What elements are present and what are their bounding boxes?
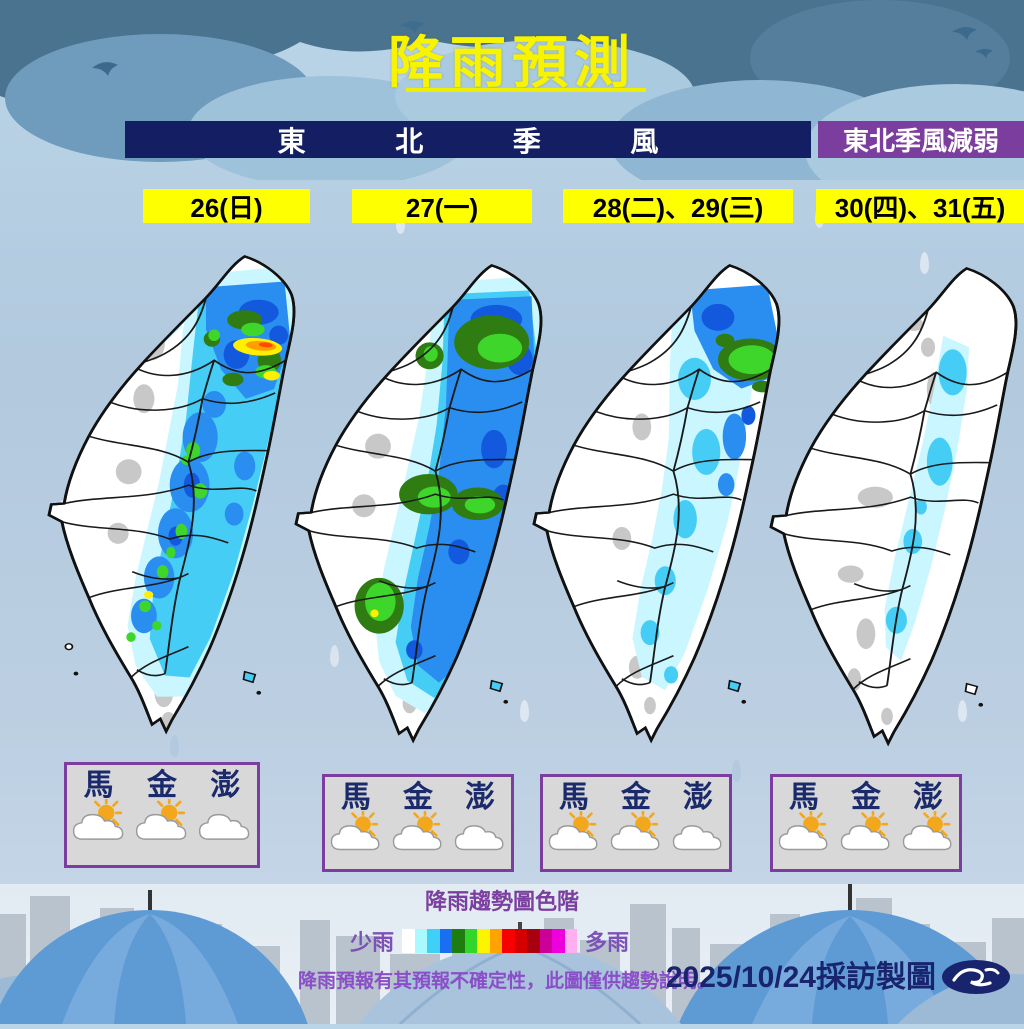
- island-label-matsu: 馬: [789, 781, 819, 814]
- banner-monsoon-weakening: 東北季風減弱: [818, 121, 1024, 158]
- wind-swoosh-icon: [92, 62, 118, 76]
- rainfall-map-day4: [769, 267, 1018, 745]
- cloudy-icon: [670, 811, 726, 853]
- cloudy-icon: [452, 811, 508, 853]
- island-label-kinmen: 金: [851, 781, 881, 814]
- title-underline: [406, 88, 646, 92]
- raindrop: [732, 760, 741, 782]
- date-label-day4: 30(四)、31(五): [816, 189, 1024, 223]
- raindrop: [958, 700, 967, 722]
- partly-sunny-icon: [608, 811, 664, 853]
- legend-color-bar: [402, 929, 578, 953]
- raindrop: [920, 252, 929, 274]
- island-label-penghu: 澎: [913, 781, 943, 814]
- rainfall-map-day3: [532, 264, 781, 742]
- credit-text: 2025/10/24採訪製圖: [665, 961, 936, 994]
- island-label-penghu: 澎: [465, 781, 495, 814]
- island-label-matsu: 馬: [559, 781, 589, 814]
- partly-sunny-icon: [776, 811, 832, 853]
- island-label-penghu: 澎: [210, 769, 241, 802]
- date-label-day1: 26(日): [143, 189, 310, 223]
- offshore-panel-day3: 馬 金 澎: [540, 774, 732, 872]
- wind-swoosh-icon: [400, 20, 425, 34]
- island-label-penghu: 澎: [683, 781, 713, 814]
- legend-title: 降雨趨勢圖色階: [424, 889, 579, 914]
- offshore-panel-day1: 馬 金 澎: [64, 762, 260, 868]
- bottom-scene: [0, 884, 1024, 1029]
- page-title: 降雨預測: [388, 31, 636, 94]
- cwa-logo: [942, 960, 1010, 994]
- island-label-kinmen: 金: [146, 769, 177, 802]
- date-label-day3: 28(二)、29(三): [563, 189, 793, 223]
- rain-color-scale: 少雨 多雨: [350, 925, 629, 957]
- raindrop: [520, 700, 529, 722]
- island-label-kinmen: 金: [621, 781, 651, 814]
- offshore-panel-day2: 馬 金 澎: [322, 774, 514, 872]
- legend-max-label: 多雨: [585, 930, 630, 955]
- rainfall-map-day2: [294, 264, 543, 742]
- raindrop: [170, 735, 179, 757]
- wind-swoosh-icon: [952, 26, 993, 58]
- cloudy-icon: [196, 799, 254, 843]
- island-label-kinmen: 金: [403, 781, 433, 814]
- rainfall-map-day1: [47, 255, 296, 733]
- partly-sunny-icon: [390, 811, 446, 853]
- partly-sunny-icon: [900, 811, 956, 853]
- raindrop: [396, 212, 405, 234]
- disclaimer-text: 降雨預報有其預報不確定性，此圖僅供趨勢說明。: [298, 971, 717, 992]
- partly-sunny-icon: [328, 811, 384, 853]
- offshore-panel-day4: 馬 金 澎: [770, 774, 962, 872]
- partly-sunny-icon: [70, 799, 128, 843]
- umbrellas: [0, 884, 1024, 1029]
- island-label-matsu: 馬: [341, 781, 371, 814]
- partly-sunny-icon: [546, 811, 602, 853]
- raindrop: [330, 645, 339, 667]
- island-label-matsu: 馬: [83, 769, 114, 802]
- partly-sunny-icon: [133, 799, 191, 843]
- partly-sunny-icon: [838, 811, 894, 853]
- banner-northeast-monsoon: 東 北 季 風: [125, 121, 811, 158]
- legend-min-label: 少雨: [350, 930, 395, 955]
- date-label-day2: 27(一): [352, 189, 532, 223]
